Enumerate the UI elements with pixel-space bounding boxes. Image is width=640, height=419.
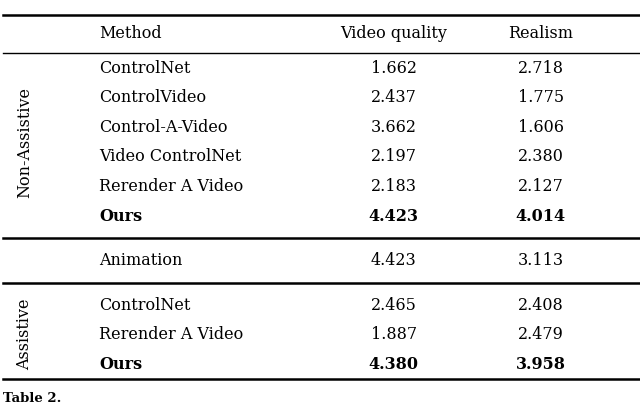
Text: Animation: Animation bbox=[99, 252, 182, 269]
Text: 1.606: 1.606 bbox=[518, 119, 564, 136]
Text: 1.662: 1.662 bbox=[371, 59, 417, 77]
Text: Video quality: Video quality bbox=[340, 26, 447, 42]
Text: 4.423: 4.423 bbox=[371, 252, 417, 269]
Text: 2.465: 2.465 bbox=[371, 297, 417, 313]
Text: Ours: Ours bbox=[99, 208, 142, 225]
Text: 4.423: 4.423 bbox=[369, 208, 419, 225]
Text: Control-A-Video: Control-A-Video bbox=[99, 119, 228, 136]
Text: 2.718: 2.718 bbox=[518, 59, 564, 77]
Text: Video ControlNet: Video ControlNet bbox=[99, 148, 241, 166]
Text: Ours: Ours bbox=[99, 356, 142, 373]
Text: 2.380: 2.380 bbox=[518, 148, 564, 166]
Text: Assistive: Assistive bbox=[16, 299, 33, 370]
Text: 1.775: 1.775 bbox=[518, 89, 564, 106]
Text: 2.183: 2.183 bbox=[371, 178, 417, 195]
Text: ControlNet: ControlNet bbox=[99, 297, 191, 313]
Text: 3.113: 3.113 bbox=[518, 252, 564, 269]
Text: Method: Method bbox=[99, 26, 162, 42]
Text: Non-Assistive: Non-Assistive bbox=[16, 87, 33, 198]
Text: 2.408: 2.408 bbox=[518, 297, 564, 313]
Text: Table 2.: Table 2. bbox=[3, 391, 61, 405]
Text: 2.127: 2.127 bbox=[518, 178, 564, 195]
Text: 4.014: 4.014 bbox=[516, 208, 566, 225]
Text: 1.887: 1.887 bbox=[371, 326, 417, 343]
Text: Realism: Realism bbox=[508, 26, 573, 42]
Text: Rerender A Video: Rerender A Video bbox=[99, 326, 243, 343]
Text: 3.662: 3.662 bbox=[371, 119, 417, 136]
Text: 3.958: 3.958 bbox=[516, 356, 566, 373]
Text: 2.197: 2.197 bbox=[371, 148, 417, 166]
Text: 4.380: 4.380 bbox=[369, 356, 419, 373]
Text: ControlVideo: ControlVideo bbox=[99, 89, 206, 106]
Text: ControlNet: ControlNet bbox=[99, 59, 191, 77]
Text: 2.479: 2.479 bbox=[518, 326, 564, 343]
Text: Rerender A Video: Rerender A Video bbox=[99, 178, 243, 195]
Text: 2.437: 2.437 bbox=[371, 89, 417, 106]
